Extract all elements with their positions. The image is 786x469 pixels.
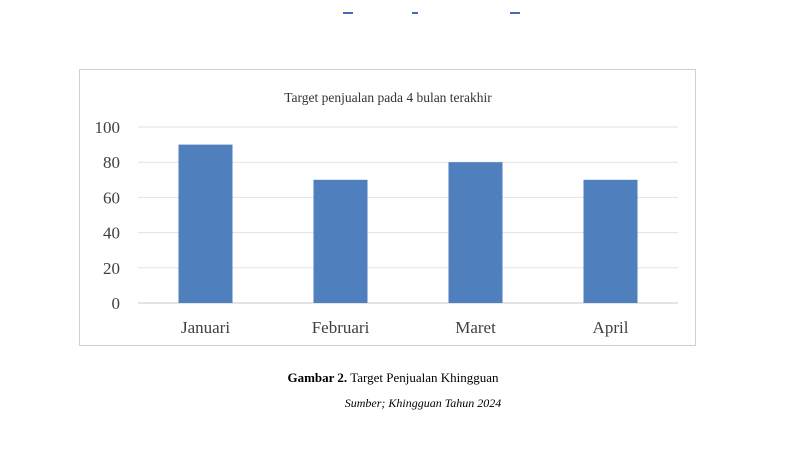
bar-maret [448,162,503,303]
bar-chart: Target penjualan pada 4 bulan terakhir 0… [95,90,678,337]
bar-januari [178,144,233,303]
caption-text: Target Penjualan Khingguan [350,370,499,385]
bar-april [583,179,638,303]
x-tick-label: Februari [312,318,370,337]
x-tick-label: Januari [181,318,230,337]
x-tick-label: April [593,318,629,337]
y-tick-label: 20 [103,259,120,278]
y-tick-label: 100 [95,118,121,137]
figure-source: Sumber; Khingguan Tahun 2024 [344,396,502,410]
x-tick-label: Maret [455,318,496,337]
top-decoration [0,8,786,18]
y-tick-label: 80 [103,153,120,172]
bar-februari [313,179,368,303]
y-tick-label: 60 [103,188,120,207]
chart-title: Target penjualan pada 4 bulan terakhir [284,90,492,105]
caption-label: Gambar 2. [287,370,348,385]
y-tick-label: 0 [112,294,121,313]
y-tick-label: 40 [103,224,120,243]
chart-container: Target penjualan pada 4 bulan terakhir 0… [79,69,696,346]
figure-caption: Gambar 2. Target Penjualan Khingguan [0,370,786,386]
